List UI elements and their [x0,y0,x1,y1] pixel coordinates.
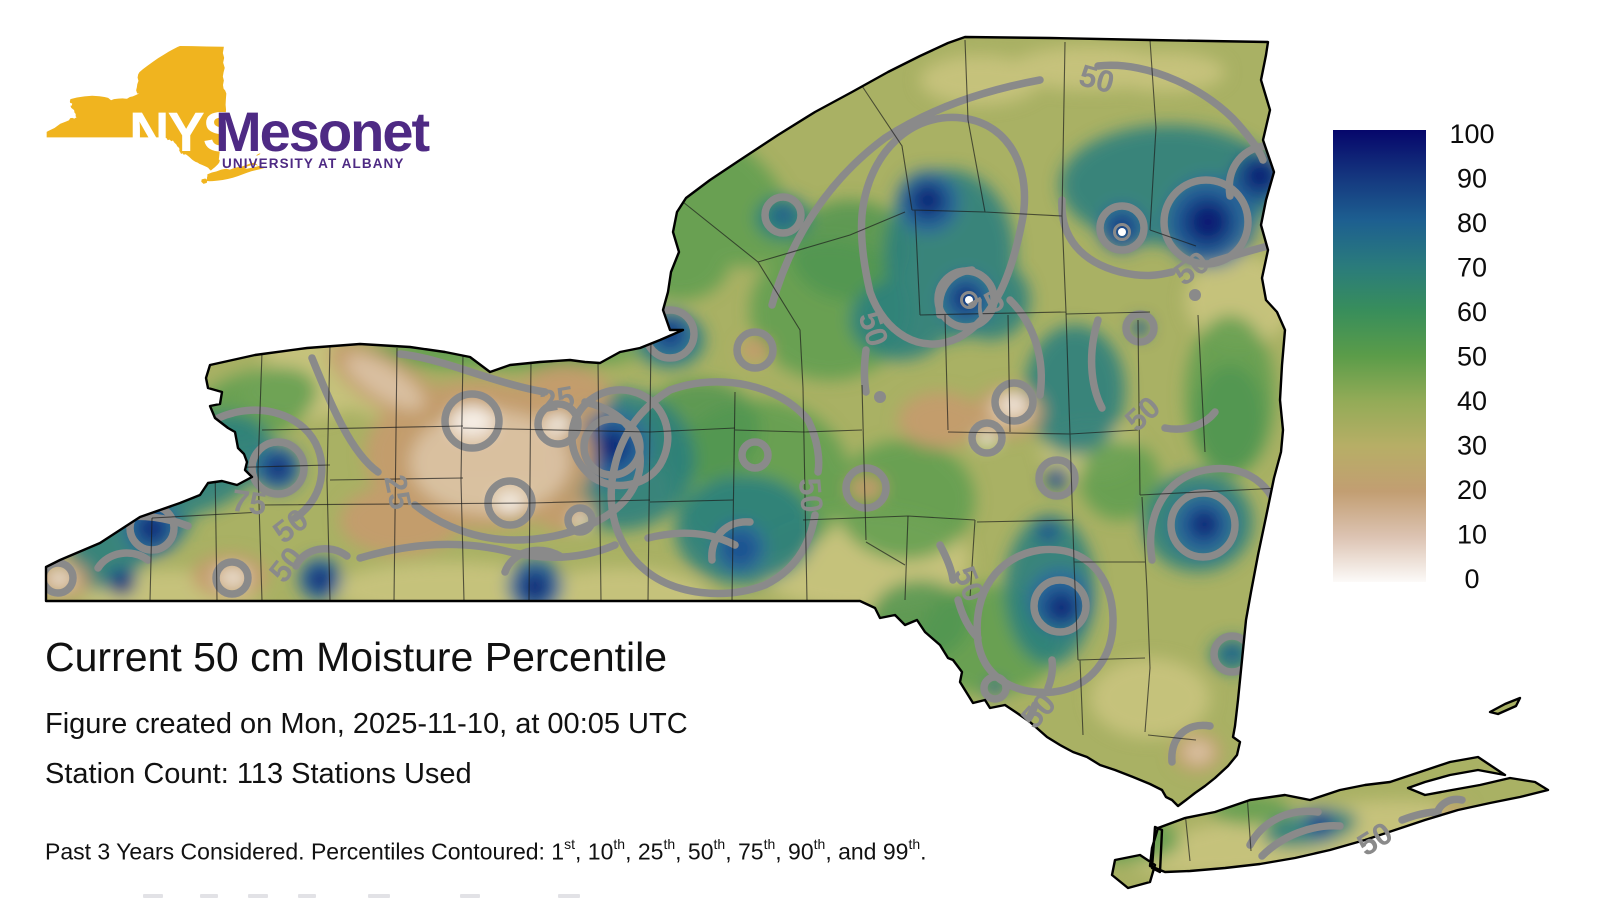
percentiles-footnote: Past 3 Years Considered. Percentiles Con… [45,836,927,866]
contour-label: 50 [792,476,830,513]
nys-mesonet-logo: NYS Mesonet UNIVERSITY AT ALBANY [46,45,431,184]
ordinal-suffix: th [613,836,626,852]
ordinal-suffix: th [713,836,726,852]
ordinal-suffix: st [564,836,575,852]
logo-tagline: UNIVERSITY AT ALBANY [222,156,405,171]
colorbar-tick: 0 [1464,564,1479,594]
contour-label: 25 [377,472,418,513]
colorbar-gradient [1333,130,1426,582]
colorbar-tick: 10 [1457,520,1487,550]
ordinal-suffix: th [763,836,776,852]
figure-title: Current 50 cm Moisture Percentile [45,634,668,680]
contour-label: 25 [537,379,577,419]
colorbar-tick: 30 [1457,431,1487,461]
colorbar-tick: 90 [1457,164,1487,194]
footnote-text: , 90 [775,838,814,865]
logo-acronym: NYS [129,100,239,163]
colorbar-tick: 40 [1457,386,1487,416]
county-borders [149,39,1281,862]
footnote-text: Past 3 Years Considered. Percentiles Con… [45,838,565,865]
contour-label: 75 [230,483,269,522]
colorbar-tick: 70 [1457,253,1487,283]
station-count-line: Station Count: 113 Stations Used [45,758,472,790]
ordinal-suffix: th [663,836,676,852]
colorbar: 100 90 80 70 60 50 40 30 20 10 0 [1333,119,1495,594]
ordinal-suffix: th [813,836,826,852]
colorbar-tick: 20 [1457,475,1487,505]
footnote-text: , 75 [725,838,764,865]
colorbar-tick: 80 [1457,208,1487,238]
footnote-text: , and 99 [825,838,909,865]
colorbar-tick: 100 [1449,119,1494,149]
colorbar-tick-labels: 100 90 80 70 60 50 40 30 20 10 0 [1449,119,1494,594]
created-timestamp-line: Figure created on Mon, 2025-11-10, at 00… [45,708,688,740]
footnote-text: . [920,838,927,865]
colorbar-tick: 50 [1457,342,1487,372]
logo-wordmark: Mesonet [215,100,429,163]
footnote-text: , 10 [575,838,614,865]
colorbar-tick: 60 [1457,297,1487,327]
station-dots [960,223,1131,309]
footnote-text: , 50 [675,838,714,865]
ordinal-suffix: th [908,836,921,852]
clipped-text-artifact [0,894,1000,900]
footnote-text: , 25 [625,838,664,865]
